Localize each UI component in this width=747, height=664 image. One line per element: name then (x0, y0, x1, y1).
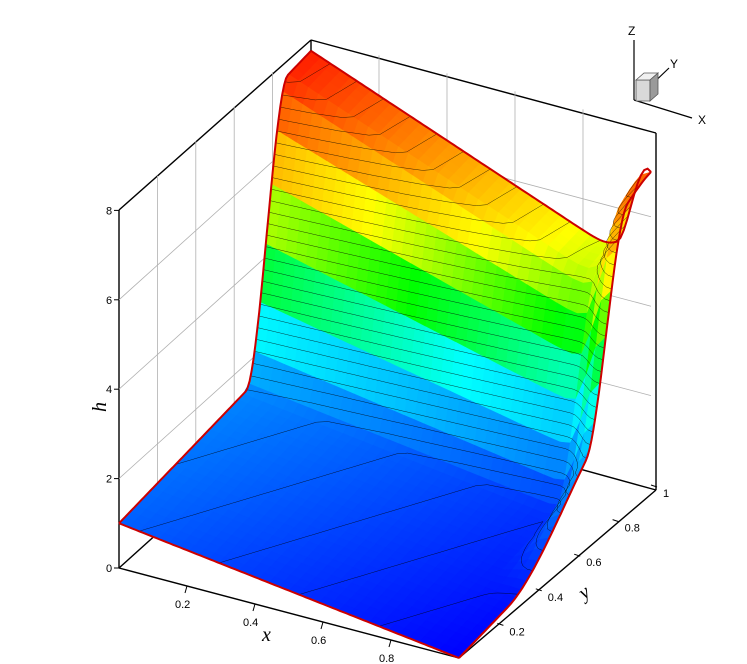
contour-line (266, 234, 608, 325)
surface (118, 50, 652, 659)
z-tick-label: 2 (106, 474, 112, 486)
back-top-edge-right (310, 39, 657, 134)
y-tick-mark (650, 484, 658, 488)
contour-line (278, 116, 641, 198)
contour-line (258, 315, 597, 408)
x-tick-mark (184, 585, 188, 594)
contour-line (138, 452, 566, 533)
contour-line (261, 292, 601, 384)
contour-lines (138, 63, 641, 627)
contour-line (263, 269, 604, 361)
contour-line (257, 327, 595, 421)
triad-y-label: Y (670, 57, 678, 71)
z-axis-label: h (89, 402, 111, 412)
x-tick-mark (252, 603, 256, 612)
contour-line (280, 98, 384, 118)
contour-line (254, 351, 591, 446)
x-axis-label: x (261, 624, 271, 646)
contour-line (273, 165, 629, 254)
edge-y1 (310, 49, 652, 244)
contour-line (267, 223, 609, 313)
y-tick-mark (535, 588, 542, 592)
contour-line (285, 63, 331, 83)
contour-line (262, 280, 602, 373)
contour-line (268, 211, 611, 302)
z-tick-label: 4 (106, 384, 112, 396)
y-tick-mark (574, 553, 581, 557)
contour-line (272, 177, 626, 266)
x-tick-label: 0.2 (175, 599, 190, 611)
y-tick-label: 0.8 (625, 523, 640, 535)
contour-line (256, 339, 594, 433)
axis-ticks: 0.2 0.4 0.6 0.8 0.2 0.4 0.6 0.8 1 0 2 4 6 8 (106, 205, 669, 664)
back-top-edge-left (118, 39, 312, 211)
edge-y0 (118, 522, 460, 659)
contour-line (264, 257, 605, 349)
front-bottom-edge-x (118, 567, 460, 659)
y-tick-label: 0.4 (548, 592, 563, 604)
contour-line (218, 484, 562, 564)
z-tick-label: 0 (106, 563, 112, 575)
y-tick-mark (612, 519, 619, 523)
y-tick-mark (497, 622, 504, 626)
contour-line (265, 246, 606, 337)
contour-line (277, 130, 637, 216)
x-tick-mark (388, 639, 392, 648)
y-axis-label: y (573, 581, 595, 605)
triad-cube-icon (634, 72, 660, 102)
z-tick-label: 6 (106, 295, 112, 307)
triad-x-axis (633, 99, 693, 119)
edge-x0 (118, 50, 312, 524)
y-tick-label: 1 (663, 488, 669, 500)
z-tick-label: 8 (106, 205, 112, 217)
surface-edges (118, 49, 652, 659)
x-tick-mark (320, 621, 324, 630)
x-tick-label: 0.8 (379, 653, 394, 664)
triad-z-label: Z (628, 24, 635, 38)
contour-line (259, 303, 599, 396)
orientation-triad: Z Y X (628, 24, 706, 127)
contour-line (252, 363, 587, 460)
triad-x-label: X (698, 113, 706, 127)
contour-line (250, 375, 579, 478)
edge-x1 (458, 171, 652, 659)
y-tick-label: 0.2 (509, 626, 524, 638)
x-tick-label: 0.4 (243, 617, 258, 629)
y-tick-label: 0.6 (586, 557, 601, 569)
front-bottom-edge-y (458, 489, 657, 659)
contour-line (274, 154, 632, 242)
x-tick-label: 0.6 (311, 635, 326, 647)
